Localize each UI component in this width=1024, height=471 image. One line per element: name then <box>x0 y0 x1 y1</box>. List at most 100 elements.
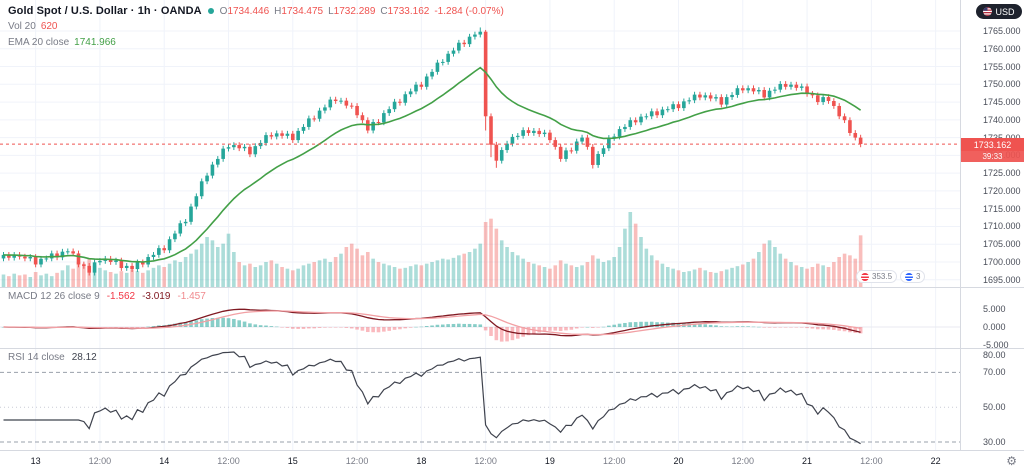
volume-bar <box>189 253 193 287</box>
candle-body <box>183 221 188 224</box>
candle-body <box>558 146 563 159</box>
volume-bar <box>537 265 542 287</box>
volume-bar <box>462 253 467 287</box>
rsi-legend[interactable]: RSI 14 close 28.12 <box>8 352 97 363</box>
macd-histogram-bar <box>376 327 381 333</box>
close-value: 1733.162 <box>387 5 430 17</box>
volume-bar <box>628 212 633 287</box>
volume-bar <box>414 264 418 287</box>
candle-body <box>585 137 590 147</box>
candle-body <box>424 76 429 87</box>
volume-bar <box>473 248 477 287</box>
time-axis-label: 20 <box>673 456 684 466</box>
volume-bar <box>708 272 713 287</box>
candle-body <box>157 248 161 255</box>
candle-body <box>274 133 279 137</box>
macd-histogram-bar <box>157 325 161 327</box>
volume-bar <box>1 274 6 287</box>
volume-bar <box>837 257 842 287</box>
volume-bar <box>328 262 333 287</box>
candle-body <box>515 135 520 137</box>
candle-body <box>173 233 177 240</box>
volume-bar <box>682 272 686 287</box>
gear-icon[interactable]: ⚙ <box>1006 454 1017 468</box>
candle-body <box>810 93 815 96</box>
volume-bar <box>365 252 370 287</box>
rsi-line <box>3 351 861 445</box>
candle-body <box>242 146 247 149</box>
macd-line-value: -3.019 <box>142 291 171 302</box>
low-value: 1732.289 <box>333 5 376 17</box>
candle-body <box>799 86 804 88</box>
volume-bar <box>644 248 649 287</box>
time-axis-label: 12:00 <box>602 456 626 466</box>
volume-bar <box>173 260 177 287</box>
volume-bar <box>832 262 836 287</box>
volume-bar <box>7 276 11 287</box>
volume-bar <box>33 272 38 287</box>
candle-body <box>671 104 675 110</box>
macd-histogram-bar <box>751 326 756 328</box>
volume-bar <box>215 247 220 287</box>
candle-body <box>349 105 354 107</box>
chart-marker-badge[interactable]: 3 <box>900 270 926 283</box>
volume-bar <box>478 243 483 287</box>
volume-bar <box>290 270 295 287</box>
volume-legend[interactable]: Vol 20 620 <box>8 21 58 32</box>
price-axis-label: 1700.000 <box>983 256 1021 267</box>
rsi-title: RSI 14 close <box>8 352 65 363</box>
ema-legend[interactable]: EMA 20 close 1741.966 <box>8 37 116 48</box>
currency-toggle-button[interactable]: USD <box>976 4 1022 19</box>
macd-histogram-bar <box>569 327 574 330</box>
volume-bar <box>649 255 654 287</box>
macd-histogram-bar <box>783 327 788 328</box>
macd-histogram-bar <box>548 327 552 331</box>
volume-bar <box>274 263 279 287</box>
volume-bar <box>248 263 252 287</box>
volume-bar <box>12 273 17 287</box>
volume-bar <box>692 269 697 287</box>
candle-body <box>553 140 558 147</box>
macd-histogram-bar <box>757 326 761 328</box>
macd-histogram-bar <box>810 327 815 329</box>
candle-body <box>655 111 659 116</box>
volume-bar <box>360 255 365 287</box>
symbol-title[interactable]: Gold Spot / U.S. Dollar · 1h · OANDA <box>8 5 202 17</box>
candle-body <box>660 109 665 116</box>
macd-histogram-bar <box>799 327 804 328</box>
volume-bar <box>151 267 156 287</box>
candle-body <box>569 150 574 152</box>
high-label: H <box>274 5 282 17</box>
candle-body <box>307 118 311 127</box>
candle-body <box>601 148 606 154</box>
macd-histogram-bar <box>430 325 434 327</box>
volume-bar <box>590 255 595 287</box>
candle-body <box>783 83 788 87</box>
price-axis-label: 1705.000 <box>983 239 1021 250</box>
volume-bar <box>280 267 284 287</box>
volume-bar <box>398 268 402 287</box>
chart-marker-badge[interactable]: 353.5 <box>856 270 898 283</box>
macd-histogram-bar <box>210 318 215 327</box>
volume-bar <box>221 243 225 287</box>
volume-bar <box>76 262 81 287</box>
macd-histogram-bar <box>242 321 247 327</box>
price-axis-label: 1760.000 <box>983 43 1021 54</box>
macd-histogram-bar <box>173 323 177 327</box>
candle-body <box>794 84 799 88</box>
macd-histogram-bar <box>414 326 418 328</box>
macd-histogram-bar <box>837 327 842 331</box>
candle-body <box>1 254 6 259</box>
macd-histogram-bar <box>767 327 772 328</box>
macd-legend[interactable]: MACD 12 26 close 9 -1.562 -3.019 -1.457 <box>8 291 206 302</box>
macd-histogram-bar <box>365 327 370 333</box>
candle-body <box>532 130 536 133</box>
volume-bar <box>848 255 852 287</box>
candle-body <box>467 36 472 45</box>
volume-bar <box>810 267 815 287</box>
candle-body <box>676 104 681 109</box>
candle-body <box>92 262 97 273</box>
macd-histogram-bar <box>301 327 306 329</box>
volume-bar <box>130 269 134 287</box>
